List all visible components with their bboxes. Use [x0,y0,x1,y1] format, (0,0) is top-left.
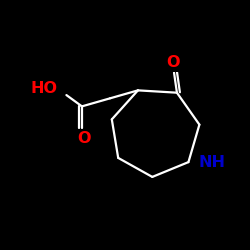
Text: HO: HO [31,81,58,96]
Text: NH: NH [198,154,226,170]
Text: O: O [77,131,91,146]
Text: O: O [166,55,180,70]
